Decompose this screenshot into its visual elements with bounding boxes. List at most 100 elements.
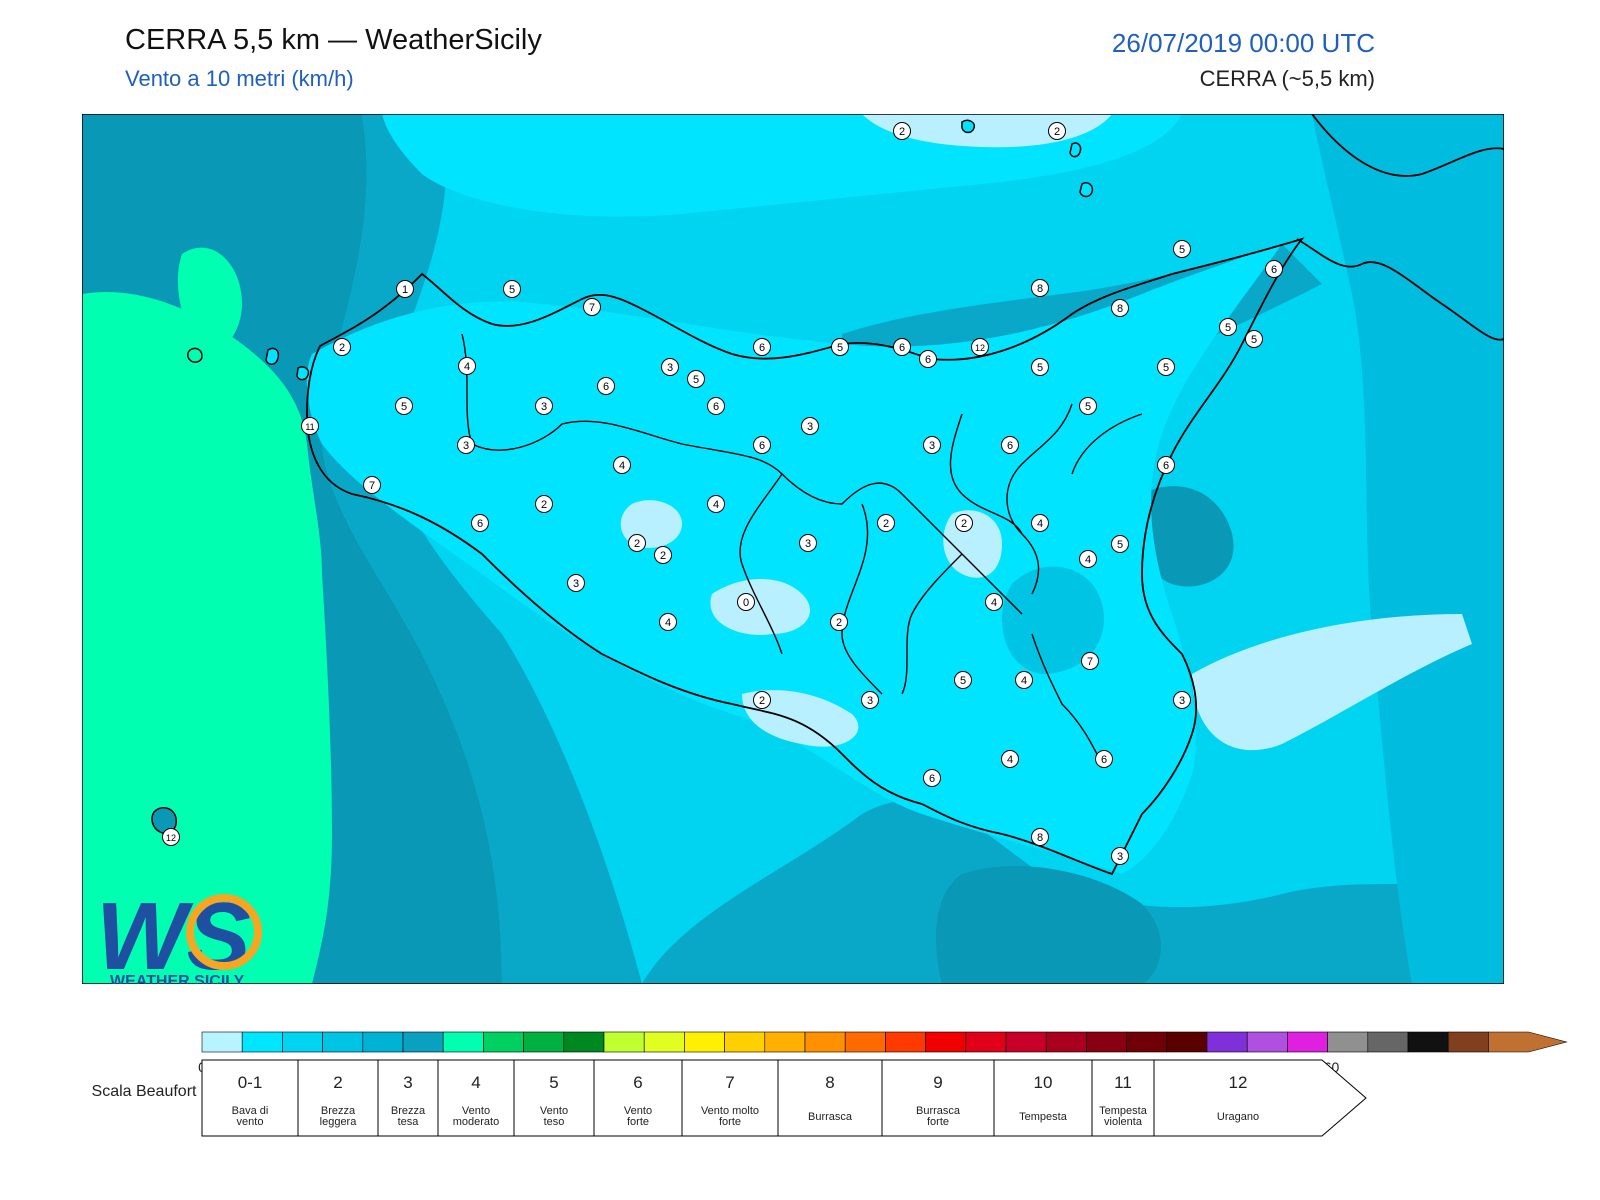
wind-label-acireale: 5 xyxy=(1079,397,1097,415)
wind-label-value: 6 xyxy=(603,381,609,393)
ustica-island xyxy=(187,347,203,363)
pale-patch-licata xyxy=(742,690,859,747)
colorbar-swatch xyxy=(1086,1031,1127,1053)
wind-label-trapani-n: 1 xyxy=(396,280,414,298)
wind-label-value: 5 xyxy=(401,401,407,413)
wind-label-value: 6 xyxy=(925,354,931,366)
beaufort-number: 7 xyxy=(725,1073,734,1092)
wind-label-value: 6 xyxy=(1271,264,1277,276)
wind-label-value: 5 xyxy=(1179,244,1185,256)
beaufort-description: Vento xyxy=(540,1105,568,1117)
colorbar-swatch xyxy=(603,1031,645,1053)
wind-label-value: 3 xyxy=(867,695,873,707)
wind-label-alcamo: 4 xyxy=(458,357,476,375)
beaufort-number: 11 xyxy=(1114,1073,1132,1092)
wind-label-value: 2 xyxy=(961,518,967,530)
beaufort-description: Vento molto xyxy=(701,1105,759,1117)
wind-label-value: 6 xyxy=(1101,754,1107,766)
wind-label-barrafranca: 2 xyxy=(830,613,848,631)
wind-label-adrano: 4 xyxy=(1031,514,1049,532)
wind-label-value: 8 xyxy=(1037,832,1043,844)
colorbar-swatch xyxy=(523,1031,565,1053)
wind-label-salemi: 5 xyxy=(395,397,413,415)
beaufort-number: 0-1 xyxy=(238,1073,263,1092)
wind-label-mistretta: 5 xyxy=(1219,318,1237,336)
colorbar-swatch xyxy=(925,1031,967,1053)
colorbar-swatch xyxy=(1488,1031,1568,1053)
wind-label-lentini: 7 xyxy=(1081,652,1099,670)
wind-label-value: 2 xyxy=(836,617,842,629)
colorbar-swatch xyxy=(965,1031,1007,1053)
colorbar-swatch xyxy=(362,1031,404,1053)
wind-label-taormina: 6 xyxy=(1157,456,1175,474)
wind-label-licata: 2 xyxy=(753,691,771,709)
colorbar-swatch xyxy=(1126,1031,1168,1053)
beaufort-description: violenta xyxy=(1104,1116,1143,1128)
beaufort-description: forte xyxy=(627,1116,649,1128)
wind-label-value: 7 xyxy=(589,302,595,314)
colorbar-swatch xyxy=(643,1031,685,1053)
wind-label-value: 6 xyxy=(759,342,765,354)
wind-label-value: 3 xyxy=(573,578,579,590)
wind-label-pietraperzia: 2 xyxy=(955,514,973,532)
wind-label-value: 5 xyxy=(1163,362,1169,374)
wind-label-value: 5 xyxy=(693,374,699,386)
colorbar-swatch xyxy=(402,1031,444,1053)
wind-label-lercara: 6 xyxy=(707,397,725,415)
beaufort-number: 9 xyxy=(933,1073,942,1092)
forecast-datetime: 26/07/2019 00:00 UTC xyxy=(1111,28,1375,58)
east-sea-mid xyxy=(1312,114,1504,984)
weathersicily-logo: WS WEATHER SICILY xyxy=(96,883,262,984)
wind-label-stromboli-n2: 2 xyxy=(1048,122,1066,140)
map-title: CERRA 5,5 km — WeatherSicily xyxy=(125,24,542,56)
wind-label-value: 3 xyxy=(667,362,673,374)
wind-label-cammarata: 4 xyxy=(707,495,725,513)
wind-label-value: 4 xyxy=(991,597,997,609)
wind-label-value: 12 xyxy=(166,833,176,843)
wind-label-stromboli-n1: 2 xyxy=(893,122,911,140)
wind-label-value: 3 xyxy=(1179,695,1185,707)
wind-label-value: 2 xyxy=(634,538,640,550)
wind-label-madonie: 5 xyxy=(831,338,849,356)
wind-label-value: 3 xyxy=(807,421,813,433)
beaufort-number: 10 xyxy=(1034,1073,1053,1092)
wind-label-pantelleria: 12 xyxy=(162,828,180,846)
wind-label-siracusa: 3 xyxy=(1173,691,1191,709)
wind-label-randazzo: 5 xyxy=(1031,358,1049,376)
wind-label-value: 2 xyxy=(899,126,905,138)
colorbar-swatch xyxy=(201,1031,243,1053)
wind-map[interactable]: 2 2 5 6 1 5 7 2 11 7 4 5 3 3 6 2 3 4 2 0 2 3 6 8 3 6 4 4 3 7 5 5 4 2 3 6 4 5 6… xyxy=(82,114,1504,984)
wind-label-bronte: 6 xyxy=(1001,436,1019,454)
wind-label-ragusa: 4 xyxy=(1001,750,1019,768)
beaufort-description: Vento xyxy=(462,1105,490,1117)
wind-label-value: 5 xyxy=(509,284,515,296)
wind-label-value: 6 xyxy=(713,401,719,413)
wind-label-pozzallo: 8 xyxy=(1031,828,1049,846)
wind-label-value: 1 xyxy=(402,284,408,296)
wind-label-value: 5 xyxy=(837,342,843,354)
wind-label-agrigento-s: 0 xyxy=(737,593,755,611)
beaufort-description: forte xyxy=(927,1116,949,1128)
wind-label-messina-e: 6 xyxy=(1265,260,1283,278)
wind-label-trapani-w: 2 xyxy=(333,338,351,356)
beaufort-number: 6 xyxy=(633,1073,642,1092)
wind-label-menfi: 2 xyxy=(535,495,553,513)
wind-label-corleone: 3 xyxy=(535,397,553,415)
colorbar-swatch xyxy=(322,1031,364,1053)
wind-label-monreale: 6 xyxy=(753,436,771,454)
egadi-islands xyxy=(265,347,310,381)
east-sea-pale xyxy=(1192,614,1472,751)
wind-label-value: 3 xyxy=(805,538,811,550)
colorbar xyxy=(201,1031,1568,1053)
green-zone-island xyxy=(177,247,242,357)
beaufort-number: 8 xyxy=(825,1073,834,1092)
colorbar-swatch xyxy=(1005,1031,1047,1053)
wind-label-value: 4 xyxy=(713,499,719,511)
wind-label-enna: 2 xyxy=(877,514,895,532)
wind-label-value: 3 xyxy=(541,401,547,413)
wind-label-value: 4 xyxy=(1021,675,1027,687)
wind-label-value: 6 xyxy=(929,773,935,785)
colorbar-swatch xyxy=(684,1031,725,1053)
wind-label-vittoria: 6 xyxy=(923,769,941,787)
colorbar-swatch xyxy=(804,1031,846,1053)
